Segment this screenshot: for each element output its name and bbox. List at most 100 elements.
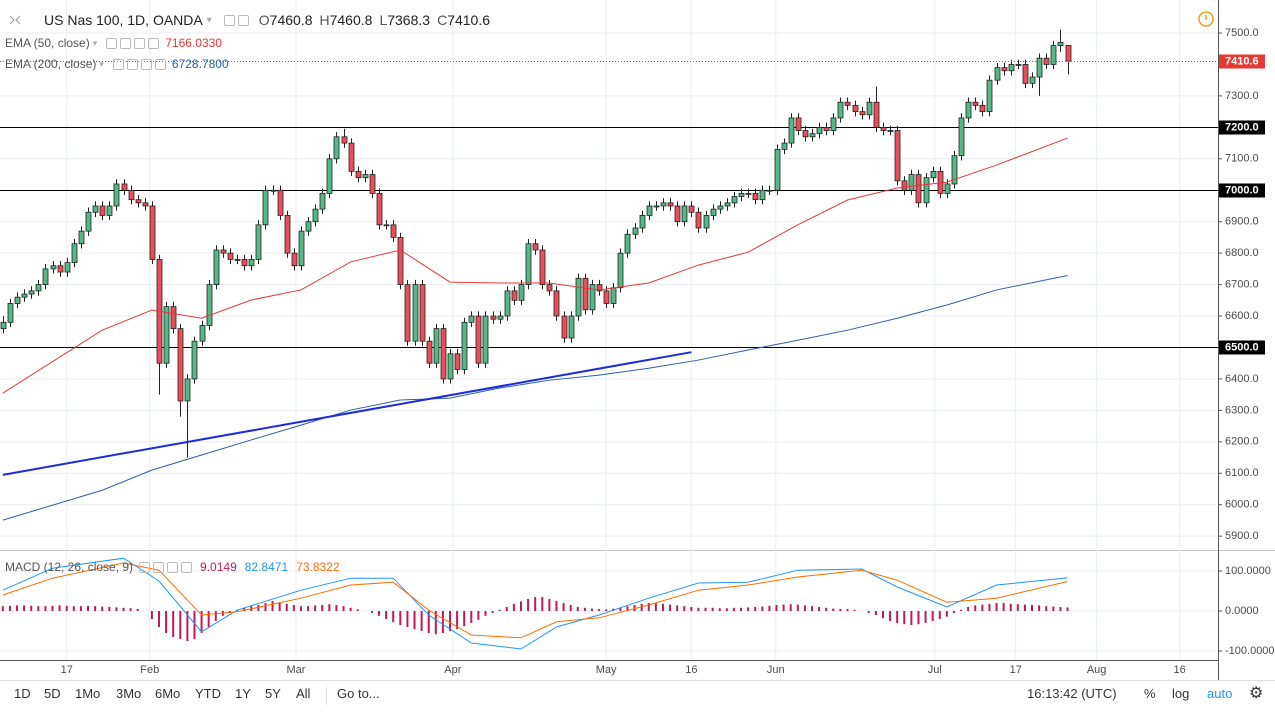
symbol[interactable]: US Nas 100, 1D, OANDA: [44, 12, 203, 28]
histogram-bar: [960, 609, 963, 611]
y-tick-label: 6700.0: [1225, 278, 1259, 290]
candle-body: [71, 243, 78, 263]
icon[interactable]: [181, 561, 193, 573]
candle-body: [752, 192, 759, 201]
icon[interactable]: [153, 561, 165, 573]
histogram-bar: [669, 604, 672, 611]
histogram-bar: [1045, 606, 1048, 611]
ohlc-label: C: [437, 12, 448, 28]
candle-body: [1029, 76, 1036, 84]
histogram-bar: [633, 605, 636, 611]
candle-body: [504, 290, 511, 317]
histogram-bar: [647, 603, 650, 611]
icon[interactable]: [120, 37, 132, 49]
histogram-bar: [193, 611, 196, 639]
range-button[interactable]: 1Y: [235, 686, 251, 701]
candle-body: [781, 142, 788, 150]
candle-body: [703, 215, 710, 229]
candle-body: [113, 183, 120, 207]
y-tick-label: -100.0000: [1225, 645, 1275, 657]
histogram-bar: [725, 608, 728, 611]
histogram-bar: [314, 605, 317, 611]
icon[interactable]: [167, 561, 179, 573]
icon[interactable]: [112, 58, 124, 70]
histogram-bar: [378, 611, 381, 616]
candle-body: [99, 205, 106, 216]
ema-line: [2, 275, 1068, 521]
scale-option[interactable]: auto: [1207, 686, 1233, 701]
price-label: 7410.6: [1225, 55, 1259, 67]
price-label: 7000.0: [1225, 184, 1259, 196]
histogram-bar: [200, 611, 203, 633]
candle-body: [454, 353, 461, 370]
candle-body: [837, 101, 844, 119]
dropdown[interactable]: ▾: [206, 14, 212, 26]
histogram-bar: [58, 605, 61, 611]
range-button[interactable]: YTD: [195, 686, 221, 701]
icon[interactable]: [140, 58, 152, 70]
candle-body: [816, 126, 823, 135]
price-label-box: [1219, 54, 1265, 69]
histogram-bar: [683, 606, 686, 611]
ohlc-value: 7460.8: [269, 12, 313, 28]
range-button[interactable]: 3Mo: [116, 686, 142, 701]
candle-body: [319, 192, 326, 210]
icon[interactable]: [154, 58, 166, 70]
range-button[interactable]: 6Mo: [155, 686, 181, 701]
scale-option[interactable]: log: [1172, 686, 1190, 701]
candle-body: [759, 189, 766, 201]
icon[interactable]: [134, 37, 146, 49]
range-button[interactable]: 5Y: [265, 686, 281, 701]
range-button[interactable]: 5D: [44, 686, 61, 701]
candle-body: [830, 117, 837, 131]
histogram-bar: [1, 606, 4, 611]
icon[interactable]: [148, 37, 160, 49]
candle-body: [128, 189, 135, 201]
candle-body: [887, 130, 894, 132]
icon[interactable]: [139, 561, 151, 573]
histogram-bar: [732, 607, 735, 611]
goto-button[interactable]: Go to...: [337, 686, 380, 701]
candle-body: [0, 321, 7, 330]
ohlc-label: H: [319, 12, 330, 28]
separator: [326, 687, 327, 705]
y-tick-label: 6300.0: [1225, 404, 1259, 416]
candle-body: [731, 196, 738, 204]
candle-body: [965, 101, 972, 119]
candle-body: [28, 290, 35, 295]
settings-button[interactable]: ⚙: [1249, 685, 1264, 702]
macd-line: [2, 557, 1068, 650]
ohlc-value: 7410.6: [447, 12, 491, 28]
range-button[interactable]: 1D: [14, 686, 31, 701]
histogram-bar: [1009, 603, 1012, 611]
histogram-bar: [65, 605, 68, 611]
histogram-bar: [598, 609, 601, 611]
histogram-bar: [917, 611, 920, 625]
histogram-bar: [512, 603, 515, 611]
macd-legend: MACD (12, 26, close, 9) 9.0149 82.8471 7…: [5, 560, 340, 574]
histogram-bar: [1002, 603, 1005, 611]
candle-body: [589, 284, 596, 311]
histogram-bar: [108, 607, 111, 611]
warning-icon[interactable]: [1198, 11, 1214, 27]
histogram-bar: [136, 609, 139, 611]
range-button[interactable]: 1Mo: [75, 686, 101, 701]
icon[interactable]: [106, 37, 118, 49]
price-label-box: [1219, 120, 1265, 135]
collapse-icon[interactable]: [8, 13, 38, 27]
range-button[interactable]: All: [296, 686, 311, 701]
histogram-bar: [505, 607, 508, 611]
candle-body: [561, 315, 568, 339]
x-tick-label: 16: [1174, 664, 1186, 676]
scale-option[interactable]: %: [1144, 686, 1156, 701]
histogram-bar: [498, 609, 501, 611]
candle-body: [333, 136, 340, 160]
histogram-bar: [470, 611, 473, 623]
icon[interactable]: [237, 14, 249, 26]
icon[interactable]: [223, 14, 235, 26]
histogram-bar: [775, 605, 778, 611]
y-tick-label: 7500.0: [1225, 27, 1259, 39]
histogram-bar: [271, 601, 274, 611]
histogram-bar: [832, 608, 835, 611]
icon[interactable]: [126, 58, 138, 70]
